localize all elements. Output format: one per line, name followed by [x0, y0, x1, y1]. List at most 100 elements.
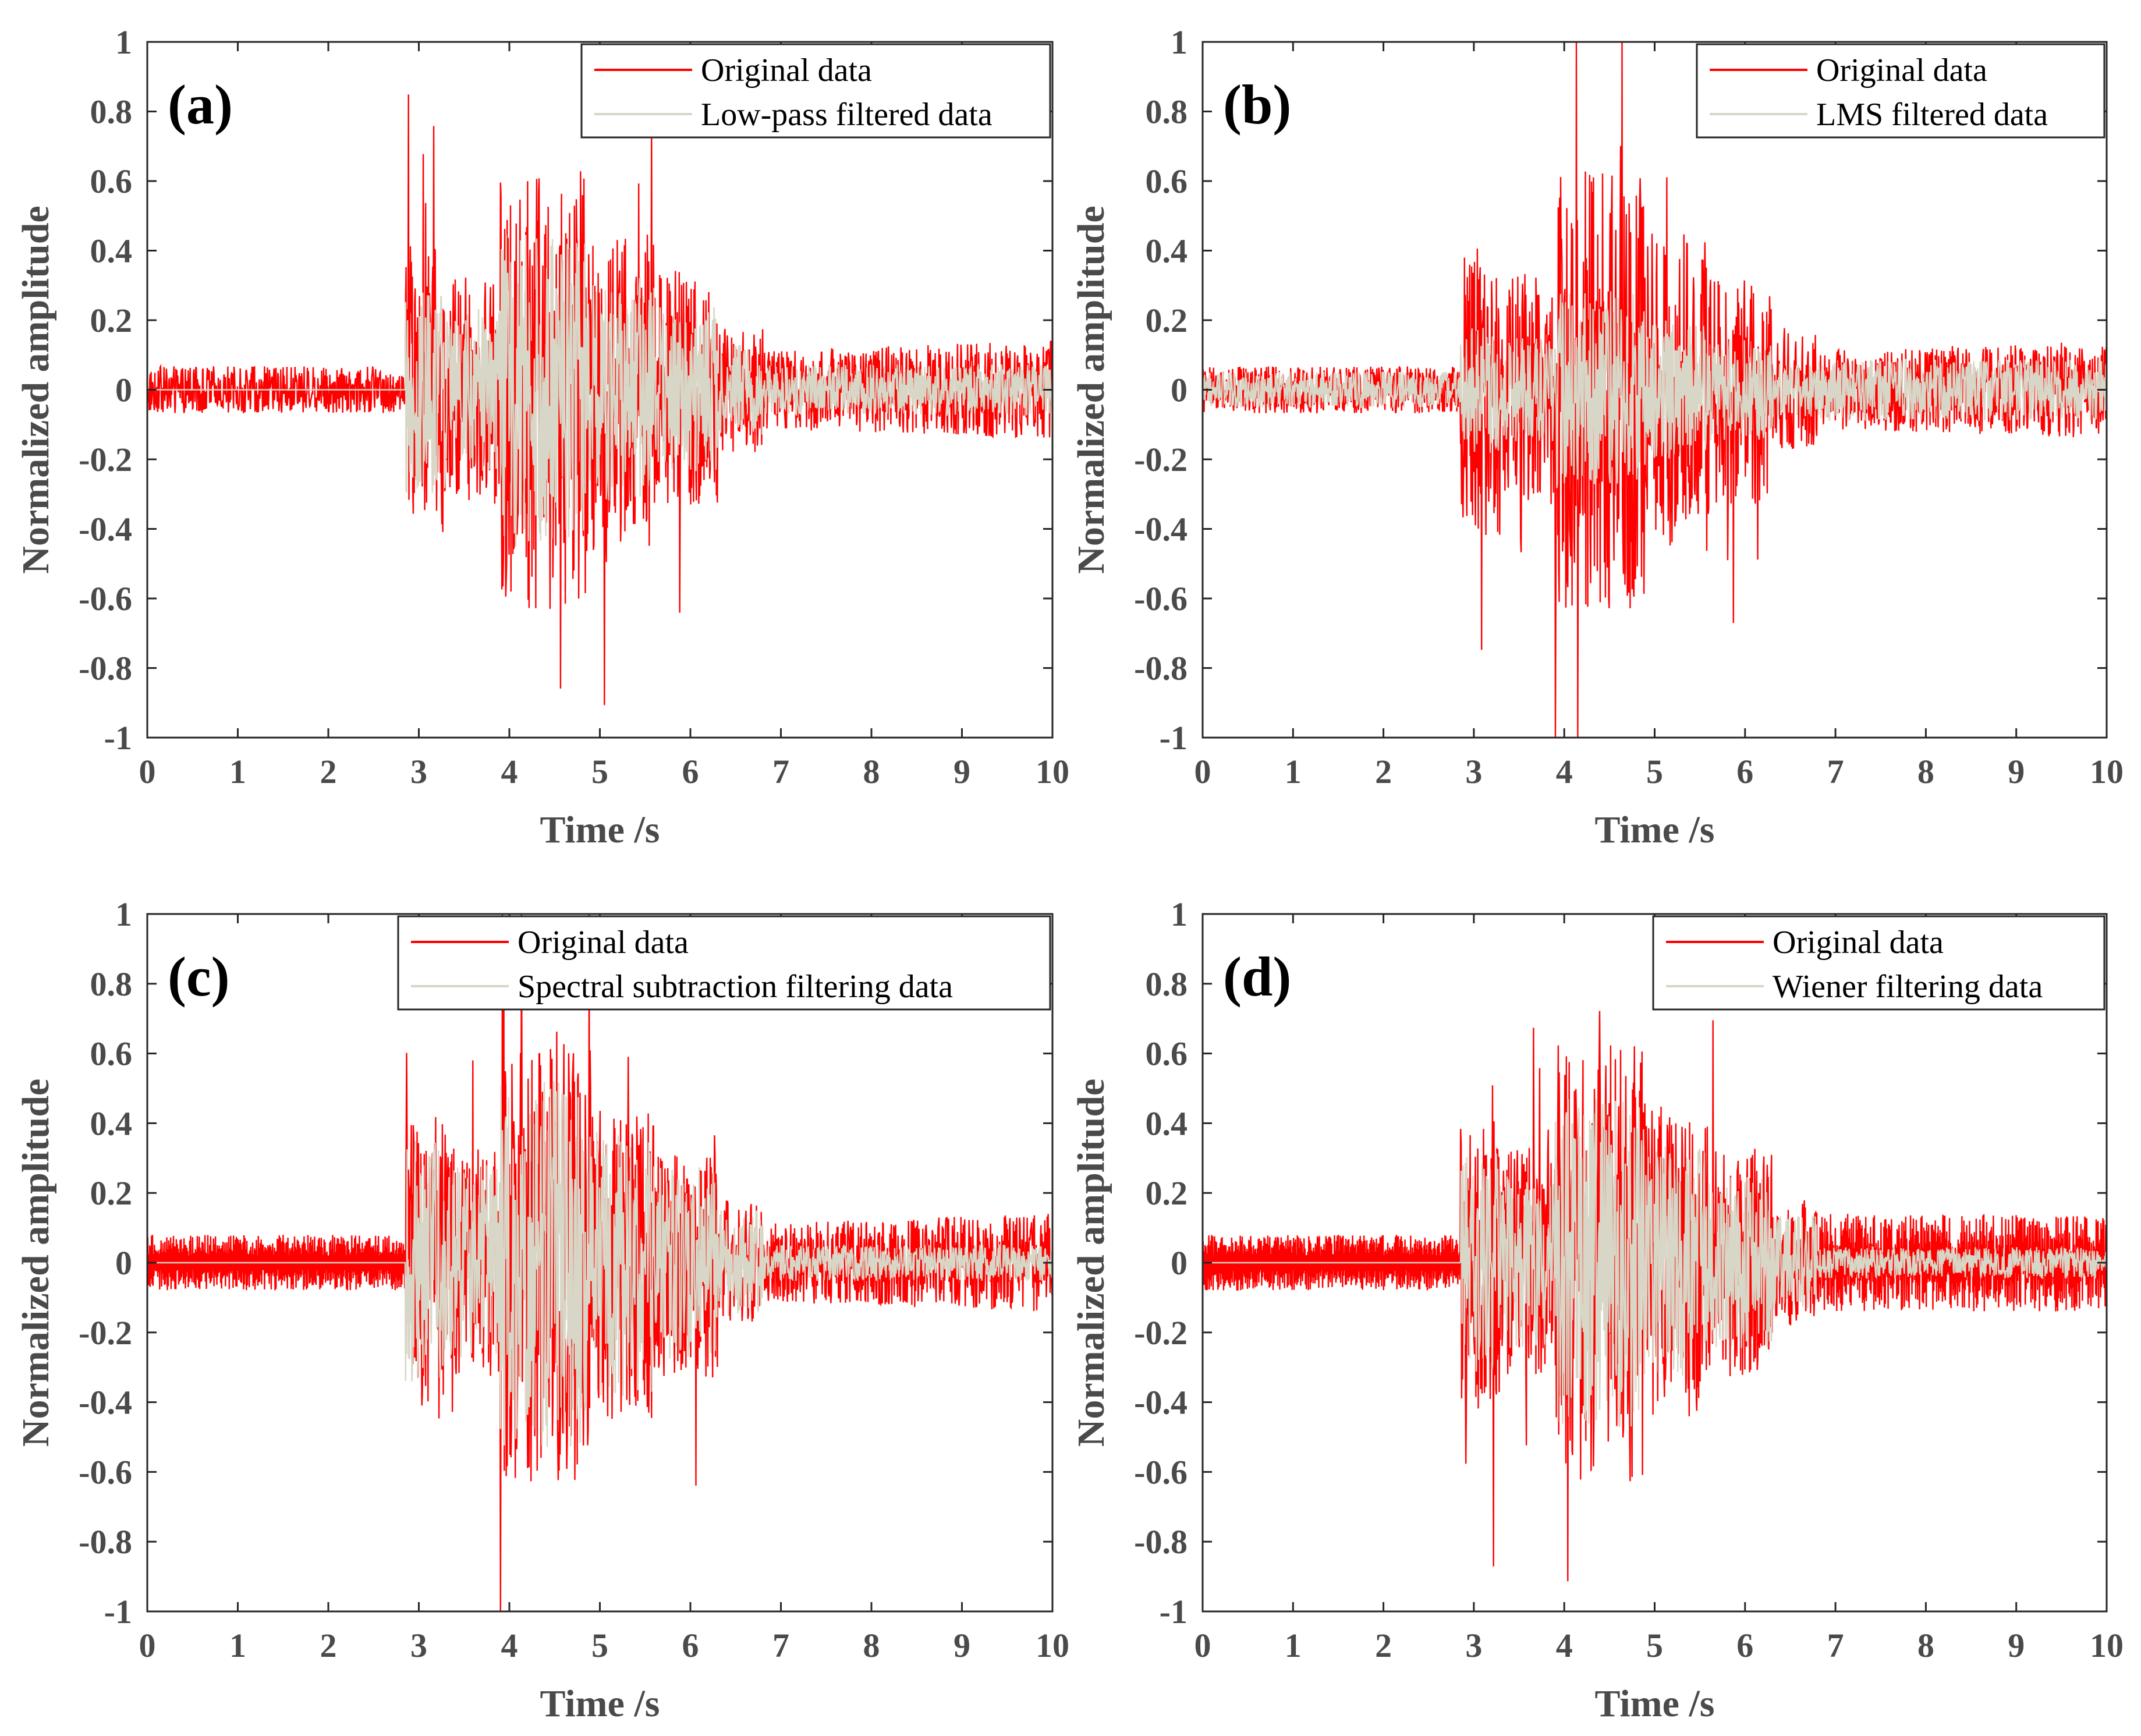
- x-tick-label: 3: [410, 1627, 427, 1664]
- x-tick-label: 0: [1194, 753, 1211, 791]
- x-tick-label: 4: [1556, 753, 1573, 791]
- y-tick-label: 0.4: [90, 1104, 133, 1142]
- y-tick-label: 0: [1171, 371, 1188, 409]
- x-tick-label: 3: [1465, 753, 1482, 791]
- x-tick-label: 9: [953, 753, 970, 791]
- y-tick-label: -0.6: [79, 580, 132, 618]
- y-tick-label: 0.6: [90, 162, 133, 200]
- x-tick-label: 10: [1036, 1627, 1069, 1664]
- legend-entry-original: Original data: [701, 52, 872, 88]
- series-filtered-trace: [1203, 291, 2107, 488]
- y-tick-label: 0.6: [1146, 162, 1188, 200]
- legend: Original data Low-pass filtered data: [580, 43, 1051, 139]
- x-tick-label: 0: [1194, 1627, 1211, 1664]
- x-tick-label: 2: [320, 1627, 337, 1664]
- legend-entry-filtered: Low-pass filtered data: [701, 97, 992, 133]
- y-axis-label: Normalized amplitude: [15, 206, 57, 573]
- y-tick-label: -1: [104, 1593, 132, 1631]
- x-tick-label: 2: [1375, 753, 1392, 791]
- x-tick-label: 6: [682, 1627, 699, 1664]
- y-tick-label: 0: [115, 1244, 132, 1282]
- y-tick-label: 0.4: [1146, 232, 1188, 270]
- panel-a: 0 1 2 3 4 5 6 7 8 9 10 1 0.8 0.6 0.4 0.2 0 -0.2 -0.4 -0.6 -0…: [15, 23, 1069, 851]
- y-tick-label: 1: [1171, 23, 1188, 61]
- panel-c: 0 1 2 3 4 5 6 7 8 9 10 1 0.8 0.6 0.4 0.2 0 -0.2 -0.4 -0.6 -0…: [15, 895, 1069, 1725]
- y-tick-label: -0.2: [1134, 441, 1188, 479]
- y-tick-label: 0.6: [90, 1035, 133, 1073]
- x-tick-label: 4: [1556, 1627, 1573, 1664]
- legend-entry-original: Original data: [1816, 52, 1987, 88]
- legend-entry-original: Original data: [517, 924, 689, 961]
- y-tick-label: -0.6: [79, 1453, 132, 1491]
- x-tick-label: 9: [953, 1627, 970, 1664]
- x-axis-label: Time /s: [540, 1682, 660, 1725]
- y-tick-label: -0.8: [1134, 650, 1188, 688]
- x-tick-label: 5: [1646, 753, 1663, 791]
- series-original-trace: [1203, 1011, 2107, 1582]
- y-tick-label: -1: [104, 719, 132, 757]
- legend-box: [1696, 43, 2105, 139]
- y-tick-label: -0.4: [79, 1384, 132, 1422]
- x-tick-label: 1: [229, 753, 246, 791]
- panel-label: (a): [168, 73, 233, 136]
- x-tick-label: 7: [1827, 1627, 1844, 1664]
- x-axis-label: Time /s: [540, 809, 660, 851]
- y-tick-label: -0.2: [79, 441, 132, 479]
- x-tick-label: 2: [320, 753, 337, 791]
- x-tick-label: 6: [1736, 1627, 1753, 1664]
- panel-label: (b): [1223, 73, 1291, 136]
- x-tick-label: 8: [1917, 753, 1934, 791]
- y-tick-label: -0.4: [79, 511, 132, 548]
- y-tick-label: 0: [1171, 1244, 1188, 1282]
- y-tick-label: 0.2: [90, 302, 133, 339]
- x-tick-label: 7: [772, 1627, 789, 1664]
- legend-entry-filtered: LMS filtered data: [1816, 97, 2048, 133]
- y-tick-label: -1: [1160, 719, 1188, 757]
- y-tick-label: 0.8: [90, 965, 133, 1003]
- legend-entry-original: Original data: [1773, 924, 1944, 961]
- x-tick-label: 10: [2090, 753, 2124, 791]
- y-tick-label: -0.4: [1134, 1384, 1188, 1422]
- x-tick-label: 1: [1285, 753, 1302, 791]
- series-filtered-trace: [147, 1080, 1052, 1447]
- panel-label: (d): [1223, 945, 1291, 1008]
- y-tick-label: -0.6: [1134, 1453, 1188, 1491]
- x-tick-label: 2: [1375, 1627, 1392, 1664]
- x-tick-label: 8: [863, 1627, 880, 1664]
- x-tick-label: 8: [1917, 1627, 1934, 1664]
- x-tick-label: 5: [1646, 1627, 1663, 1664]
- y-tick-label: 1: [1171, 895, 1188, 933]
- series-filtered-trace: [147, 234, 1052, 547]
- panel-b: 0 1 2 3 4 5 6 7 8 9 10 1 0.8 0.6 0.4 0.2 0 -0.2 -0.4 -0.6 -0…: [1070, 23, 2124, 851]
- legend-box: [397, 915, 1051, 1011]
- y-tick-label: -0.8: [79, 650, 132, 688]
- x-tick-label: 7: [772, 753, 789, 791]
- y-tick-label: 0.4: [90, 232, 133, 270]
- legend: Original data Wiener filtering data: [1652, 915, 2105, 1011]
- x-tick-label: 6: [1736, 753, 1753, 791]
- series-filtered-trace: [1203, 1099, 2107, 1427]
- x-tick-label: 0: [139, 753, 156, 791]
- x-tick-label: 9: [2008, 1627, 2025, 1664]
- x-tick-label: 3: [410, 753, 427, 791]
- x-tick-label: 5: [591, 753, 608, 791]
- x-tick-label: 3: [1465, 1627, 1482, 1664]
- x-axis-label: Time /s: [1595, 809, 1715, 851]
- y-tick-label: 0.6: [1146, 1035, 1188, 1073]
- x-tick-label: 4: [501, 753, 518, 791]
- y-axis-label: Normalized amplitude: [1070, 1079, 1112, 1447]
- x-tick-label: 5: [591, 1627, 608, 1664]
- y-tick-label: -0.6: [1134, 580, 1188, 618]
- x-tick-label: 1: [229, 1627, 246, 1664]
- x-tick-label: 9: [2008, 753, 2025, 791]
- panel-d: 0 1 2 3 4 5 6 7 8 9 10 1 0.8 0.6 0.4 0.2 0 -0.2 -0.4 -0.6 -0…: [1070, 895, 2124, 1725]
- y-tick-label: -1: [1160, 1593, 1188, 1631]
- legend: Original data Spectral subtraction filter…: [397, 915, 1051, 1011]
- legend-box: [1652, 915, 2105, 1011]
- x-tick-label: 7: [1827, 753, 1844, 791]
- x-axis-label: Time /s: [1595, 1682, 1715, 1725]
- legend-box: [580, 43, 1051, 139]
- x-tick-label: 0: [139, 1627, 156, 1664]
- x-tick-label: 6: [682, 753, 699, 791]
